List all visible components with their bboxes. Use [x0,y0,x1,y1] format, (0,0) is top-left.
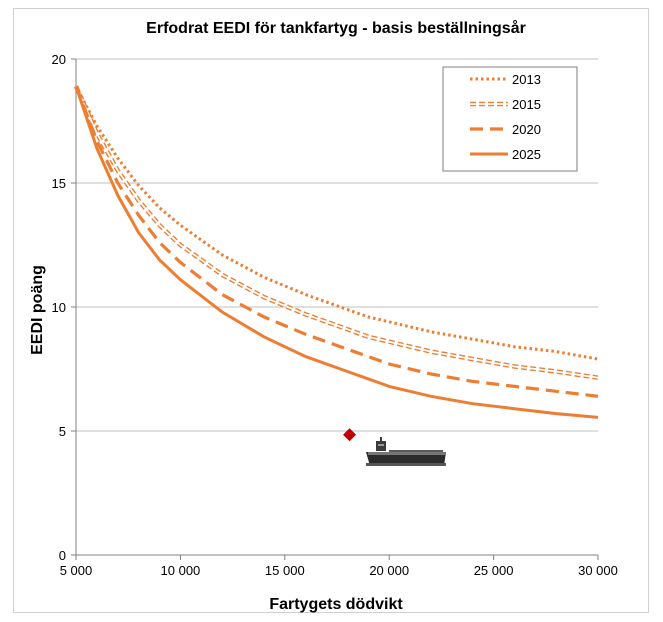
x-tick-label: 15 000 [265,563,305,578]
ship-illustration [366,437,446,466]
chart-title: Erfodrat EEDI för tankfartyg - basis bes… [146,19,526,37]
y-tick-label: 15 [52,176,66,191]
x-tick-label: 25 000 [474,563,514,578]
y-tick-label: 0 [59,548,66,563]
legend-box [442,66,578,172]
series-line-2025 [74,85,599,419]
marker-point [343,428,357,442]
legend-label-2025: 2025 [512,147,541,162]
legend-label-2020: 2020 [512,122,541,137]
series-line-2013 [74,85,599,361]
legend-label-2015: 2015 [512,97,541,112]
series-line-2020 [74,85,599,398]
legend-label-2013: 2013 [512,72,541,87]
marker-diamond [343,428,357,442]
series-line-2015-inner [75,85,599,379]
legend: 2013 2015 2020 2025 [442,66,578,172]
y-tick-label: 5 [59,424,66,439]
tick-labels: 5 000 10 000 15 000 20 000 25 000 30 000 0 5 10 1… [52,52,618,578]
x-tick-label: 5 000 [60,563,93,578]
x-tick-label: 10 000 [161,563,201,578]
y-tick-label: 20 [52,52,66,67]
x-tick-label: 20 000 [369,563,409,578]
y-tick-label: 10 [52,300,66,315]
x-axis-label: Fartygets dödvikt [269,596,403,613]
y-axis-label: EEDI poäng [29,265,46,355]
x-tick-label: 30 000 [578,563,618,578]
series-lines [73,85,599,419]
